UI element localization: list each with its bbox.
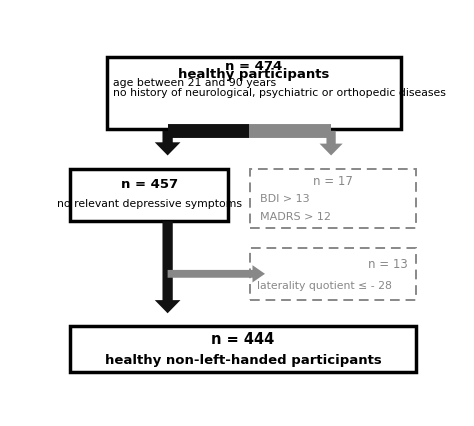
Text: age between 21 and 90 years: age between 21 and 90 years: [113, 78, 276, 88]
Polygon shape: [155, 132, 181, 156]
Text: MADRS > 12: MADRS > 12: [260, 211, 331, 222]
Text: laterality quotient ≤ - 28: laterality quotient ≤ - 28: [257, 281, 392, 291]
Polygon shape: [250, 248, 416, 300]
Text: healthy non-left-handed participants: healthy non-left-handed participants: [105, 353, 381, 366]
Text: n = 444: n = 444: [211, 331, 274, 346]
Text: n = 17: n = 17: [313, 175, 353, 187]
Polygon shape: [70, 327, 416, 373]
Text: n = 457: n = 457: [121, 177, 178, 190]
Polygon shape: [168, 265, 265, 283]
Text: healthy participants: healthy participants: [178, 68, 329, 81]
Polygon shape: [155, 222, 181, 314]
Polygon shape: [250, 169, 416, 228]
Polygon shape: [319, 132, 343, 156]
Text: n = 474: n = 474: [225, 60, 283, 73]
Text: no relevant depressive symptoms: no relevant depressive symptoms: [57, 199, 242, 208]
Polygon shape: [107, 58, 401, 130]
Text: no history of neurological, psychiatric or orthopedic diseases: no history of neurological, psychiatric …: [113, 87, 446, 97]
Text: n = 13: n = 13: [367, 257, 407, 270]
Text: BDI > 13: BDI > 13: [260, 194, 310, 204]
Polygon shape: [70, 169, 228, 222]
